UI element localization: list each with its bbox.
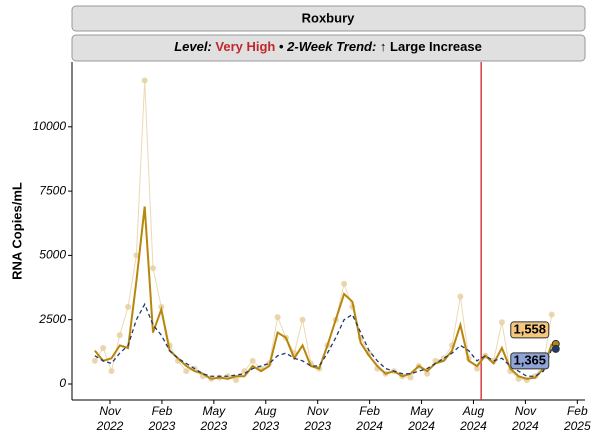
x-tick-label: May 2023 bbox=[200, 404, 228, 433]
level: Very High bbox=[215, 39, 275, 54]
separator: • bbox=[279, 39, 284, 54]
data-point bbox=[116, 332, 123, 339]
x-tick-label-line: 2024 bbox=[355, 419, 383, 433]
x-tick-label-line: Feb bbox=[152, 404, 173, 418]
x-tick-label-line: Feb bbox=[567, 404, 588, 418]
data-point bbox=[407, 374, 414, 381]
title-strip bbox=[71, 5, 586, 32]
y-axis-label: RNA Copies/mL bbox=[9, 182, 24, 280]
x-tick-label-line: 2023 bbox=[200, 419, 228, 433]
data-point bbox=[91, 357, 98, 364]
data-point bbox=[498, 319, 505, 326]
y-tick-label: 7500 bbox=[39, 183, 66, 197]
x-tick-label-line: 2024 bbox=[459, 419, 487, 433]
data-point bbox=[424, 370, 431, 377]
x-tick-label-line: 2023 bbox=[251, 419, 279, 433]
x-tick-label-line: 2023 bbox=[148, 419, 176, 433]
end-label-box bbox=[510, 321, 550, 339]
x-tick-label-line: Nov bbox=[99, 404, 121, 418]
series-line bbox=[94, 80, 553, 381]
data-point bbox=[233, 377, 240, 384]
x-tick-label: Feb 2024 bbox=[355, 404, 383, 433]
data-point bbox=[299, 316, 306, 323]
x-tick-label: May 2024 bbox=[407, 404, 435, 433]
y-tick-label: 2500 bbox=[38, 312, 66, 326]
x-tick-label-line: Nov bbox=[307, 404, 329, 418]
x-tick-label-line: Aug bbox=[462, 404, 485, 418]
end-point bbox=[551, 344, 560, 353]
end-label: 1,365 bbox=[513, 352, 546, 367]
y-tick-label: 5000 bbox=[39, 248, 66, 262]
y-tick-label: 0 bbox=[59, 376, 66, 390]
series-line bbox=[94, 206, 553, 380]
x-tick-label-line: Aug bbox=[254, 404, 277, 418]
x-tick-label: Aug 2023 bbox=[251, 404, 279, 433]
x-tick-label: Nov 2024 bbox=[511, 404, 539, 433]
x-tick-label-line: 2025 bbox=[563, 419, 591, 433]
subtitle-strip bbox=[71, 34, 586, 62]
x-tick-label-line: Feb bbox=[359, 404, 380, 418]
trend: ↑ Large Increase bbox=[380, 39, 482, 54]
data-point bbox=[141, 77, 148, 84]
level-label: Level: bbox=[174, 39, 212, 54]
data-point bbox=[125, 303, 132, 310]
data-point bbox=[341, 280, 348, 287]
data-point bbox=[150, 265, 156, 272]
x-tick-label-line: 2024 bbox=[407, 419, 435, 433]
x-tick-label: Aug 2024 bbox=[459, 404, 487, 433]
data-point bbox=[100, 344, 107, 351]
series-line bbox=[94, 302, 553, 377]
x-tick-label-line: 2024 bbox=[511, 419, 539, 433]
chart-title: Roxbury bbox=[302, 10, 356, 25]
x-tick-label-line: May bbox=[203, 404, 227, 418]
data-point bbox=[474, 365, 480, 372]
trend-label: 2-Week Trend: bbox=[286, 39, 376, 54]
data-point bbox=[274, 314, 281, 321]
data-point bbox=[183, 368, 190, 375]
x-tick-label: Feb 2023 bbox=[148, 404, 176, 433]
x-tick-label-line: 2022 bbox=[96, 419, 124, 433]
x-tick-label-line: May bbox=[410, 404, 434, 418]
x-tick-label: Nov 2023 bbox=[303, 404, 331, 433]
x-tick-label: Nov 2022 bbox=[96, 404, 124, 433]
data-point bbox=[249, 357, 256, 364]
end-label: 1,558 bbox=[513, 321, 546, 336]
subtitle: Level: Very High • 2-Week Trend: ↑ Large… bbox=[174, 39, 482, 54]
data-point bbox=[133, 252, 140, 259]
x-tick-label-line: 2023 bbox=[303, 419, 331, 433]
data-point bbox=[457, 293, 464, 300]
end-label-box bbox=[510, 352, 550, 370]
y-tick-label: 10000 bbox=[33, 119, 67, 133]
data-point bbox=[548, 311, 555, 318]
x-tick-label-line: Nov bbox=[515, 404, 537, 418]
x-tick-label: Feb 2025 bbox=[563, 404, 591, 433]
data-point bbox=[108, 368, 115, 375]
